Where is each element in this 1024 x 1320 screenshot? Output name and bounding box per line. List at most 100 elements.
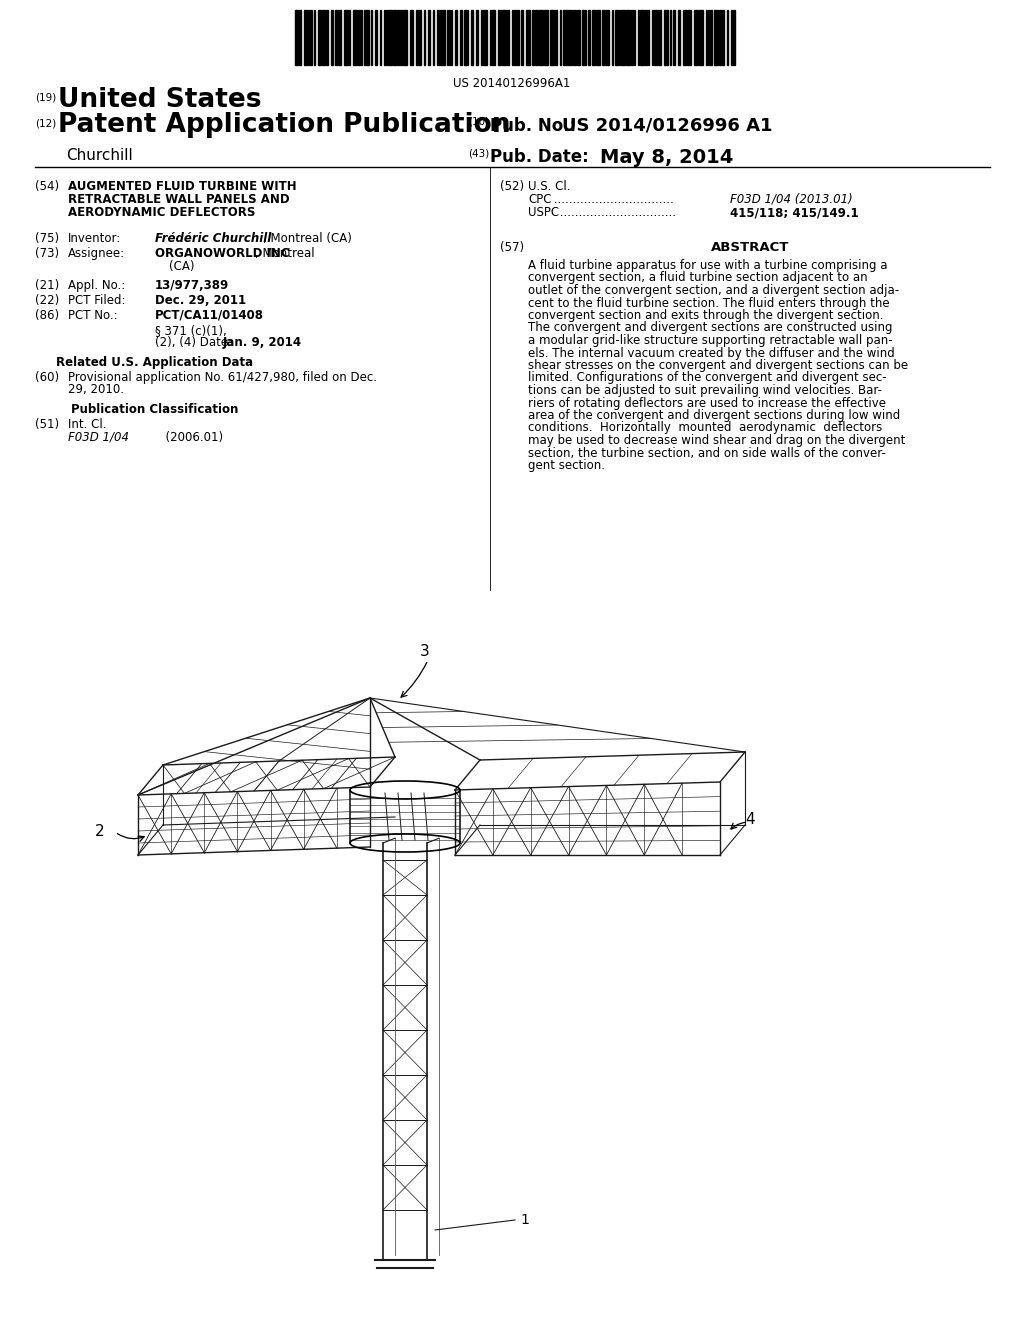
Text: , Montreal (CA): , Montreal (CA) <box>263 232 352 246</box>
Bar <box>410 11 413 65</box>
Text: US 20140126996A1: US 20140126996A1 <box>454 77 570 90</box>
Bar <box>358 11 360 65</box>
Bar <box>393 11 396 65</box>
Bar <box>514 11 516 65</box>
Bar <box>502 11 506 65</box>
Bar <box>645 11 647 65</box>
Bar <box>640 11 644 65</box>
Bar <box>460 11 462 65</box>
Bar <box>602 11 604 65</box>
Text: United States: United States <box>58 87 261 114</box>
Bar <box>507 11 509 65</box>
Bar <box>498 11 501 65</box>
Text: ABSTRACT: ABSTRACT <box>711 242 790 253</box>
Text: 415/118; 415/149.1: 415/118; 415/149.1 <box>730 206 859 219</box>
Bar <box>455 11 457 65</box>
Text: Provisional application No. 61/427,980, filed on Dec.: Provisional application No. 61/427,980, … <box>68 371 377 384</box>
Bar <box>719 11 721 65</box>
Bar <box>526 11 530 65</box>
Bar <box>574 11 575 65</box>
Text: Int. Cl.: Int. Cl. <box>68 418 106 432</box>
Bar <box>699 11 703 65</box>
Bar <box>338 11 341 65</box>
Text: conditions.  Horizontally  mounted  aerodynamic  deflectors: conditions. Horizontally mounted aerodyn… <box>528 421 883 434</box>
Bar <box>687 11 691 65</box>
Bar <box>673 11 675 65</box>
Bar <box>544 11 548 65</box>
Text: area of the convergent and divergent sections during low wind: area of the convergent and divergent sec… <box>528 409 900 422</box>
Bar <box>532 11 534 65</box>
Text: Publication Classification: Publication Classification <box>72 403 239 416</box>
Bar <box>678 11 680 65</box>
Bar <box>582 11 584 65</box>
Text: AUGMENTED FLUID TURBINE WITH: AUGMENTED FLUID TURBINE WITH <box>68 180 297 193</box>
Bar <box>615 11 618 65</box>
Text: (19): (19) <box>35 92 56 103</box>
Text: (57): (57) <box>500 242 524 253</box>
Text: Frédéric Churchill: Frédéric Churchill <box>155 232 271 246</box>
Text: tions can be adjusted to suit prevailing wind velocities. Bar-: tions can be adjusted to suit prevailing… <box>528 384 882 397</box>
Bar <box>626 11 630 65</box>
Text: RETRACTABLE WALL PANELS AND: RETRACTABLE WALL PANELS AND <box>68 193 290 206</box>
Bar <box>722 11 724 65</box>
Bar <box>535 11 538 65</box>
Text: F03D 1/04: F03D 1/04 <box>68 432 129 444</box>
Text: PCT Filed:: PCT Filed: <box>68 294 126 308</box>
Text: (22): (22) <box>35 294 59 308</box>
Text: (60): (60) <box>35 371 59 384</box>
Text: A fluid turbine apparatus for use with a turbine comprising a: A fluid turbine apparatus for use with a… <box>528 259 888 272</box>
Bar <box>400 11 402 65</box>
Text: CPC: CPC <box>528 193 552 206</box>
Bar <box>428 11 430 65</box>
Text: 1: 1 <box>520 1213 528 1228</box>
Bar <box>397 11 399 65</box>
Text: Related U.S. Application Data: Related U.S. Application Data <box>56 356 254 370</box>
Text: (86): (86) <box>35 309 59 322</box>
Text: , Montreal: , Montreal <box>255 247 314 260</box>
Bar <box>326 11 328 65</box>
Bar <box>310 11 312 65</box>
Bar <box>588 11 590 65</box>
Bar <box>731 11 733 65</box>
Bar <box>440 11 442 65</box>
Bar <box>437 11 439 65</box>
Bar <box>577 11 580 65</box>
Text: 3: 3 <box>420 644 430 660</box>
Bar <box>517 11 519 65</box>
Text: Inventor:: Inventor: <box>68 232 121 246</box>
Text: (2), (4) Date:: (2), (4) Date: <box>155 337 232 348</box>
Text: (75): (75) <box>35 232 59 246</box>
Bar <box>318 11 321 65</box>
Text: section, the turbine section, and on side walls of the conver-: section, the turbine section, and on sid… <box>528 446 886 459</box>
Text: F03D 1/04 (2013.01): F03D 1/04 (2013.01) <box>730 193 853 206</box>
Text: (12): (12) <box>35 117 56 128</box>
Bar <box>664 11 668 65</box>
Bar <box>375 11 377 65</box>
Bar <box>335 11 337 65</box>
Text: a modular grid-like structure supporting retractable wall pan-: a modular grid-like structure supporting… <box>528 334 893 347</box>
Bar <box>464 11 468 65</box>
Bar <box>443 11 445 65</box>
Text: 2: 2 <box>95 825 104 840</box>
Bar <box>476 11 478 65</box>
Bar <box>596 11 600 65</box>
Bar <box>592 11 595 65</box>
Text: (CA): (CA) <box>169 260 195 273</box>
Text: ORGANOWORLD INC: ORGANOWORLD INC <box>155 247 290 260</box>
Text: § 371 (c)(1),: § 371 (c)(1), <box>155 323 226 337</box>
Bar <box>353 11 357 65</box>
Bar <box>483 11 487 65</box>
Text: 4: 4 <box>745 813 755 828</box>
Text: shear stresses on the convergent and divergent sections can be: shear stresses on the convergent and div… <box>528 359 908 372</box>
Text: (52): (52) <box>500 180 524 193</box>
Bar <box>492 11 495 65</box>
Text: (54): (54) <box>35 180 59 193</box>
Bar <box>563 11 567 65</box>
Text: Jan. 9, 2014: Jan. 9, 2014 <box>223 337 302 348</box>
Text: 13/977,389: 13/977,389 <box>155 279 229 292</box>
Bar <box>654 11 657 65</box>
Bar <box>322 11 325 65</box>
Text: (51): (51) <box>35 418 59 432</box>
Text: PCT No.:: PCT No.: <box>68 309 118 322</box>
Text: limited. Configurations of the convergent and divergent sec-: limited. Configurations of the convergen… <box>528 371 887 384</box>
